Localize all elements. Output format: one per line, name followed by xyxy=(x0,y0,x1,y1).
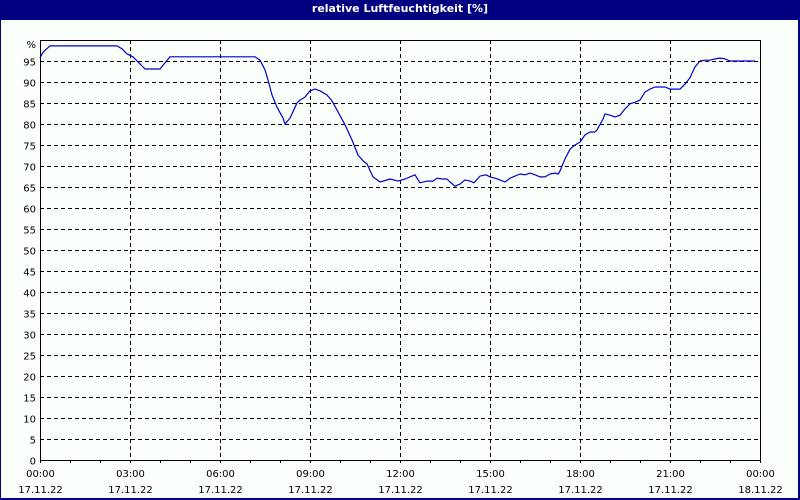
x-tick-date: 17.11.22 xyxy=(288,485,333,496)
x-tick-time: 21:00 xyxy=(656,469,685,480)
axes xyxy=(40,40,761,463)
x-tick-date: 17.11.22 xyxy=(468,485,513,496)
y-axis-labels: 0 5 10 15 20 25 30 35 40 45 50 55 60 65 70 75 80 85 90 95% xyxy=(23,40,36,468)
x-tick-time: 00:00 xyxy=(26,469,55,480)
y-tick-label: 40 xyxy=(23,289,36,300)
y-tick-label: 70 xyxy=(23,163,36,174)
y-tick-label: 20 xyxy=(23,373,36,384)
x-tick-date: 17.11.22 xyxy=(648,485,693,496)
x-tick-date: 17.11.22 xyxy=(378,485,423,496)
x-tick-time: 03:00 xyxy=(116,469,145,480)
y-tick-label: 25 xyxy=(23,352,36,363)
x-tick-date: 17.11.22 xyxy=(558,485,603,496)
x-axis-labels: 00:00 17.11.22 03:00 17.11.22 06:00 17.11.22 0… xyxy=(18,469,783,496)
y-tick-label: 95 xyxy=(23,58,36,69)
y-tick-label: 80 xyxy=(23,121,36,132)
y-tick-label: 60 xyxy=(23,205,36,216)
y-tick-label: 5 xyxy=(30,436,36,447)
x-tick-time: 00:00 xyxy=(746,469,775,480)
x-tick-time: 06:00 xyxy=(206,469,235,480)
y-tick-label: 50 xyxy=(23,247,36,258)
y-tick-label: 35 xyxy=(23,310,36,321)
x-tick-time: 12:00 xyxy=(386,469,415,480)
y-tick-label: 55 xyxy=(23,226,36,237)
x-tick-time: 18:00 xyxy=(566,469,595,480)
y-tick-label: 65 xyxy=(23,184,36,195)
chart-title: relative Luftfeuchtigkeit [%] xyxy=(0,0,800,20)
humidity-line xyxy=(39,45,755,187)
x-tick-date: 17.11.22 xyxy=(198,485,243,496)
x-tick-date: 17.11.22 xyxy=(108,485,153,496)
y-tick-label: 0 xyxy=(30,457,36,468)
x-tick-time: 15:00 xyxy=(476,469,505,480)
x-tick-time: 09:00 xyxy=(296,469,325,480)
y-tick-label: 15 xyxy=(23,394,36,405)
y-tick-label: 85 xyxy=(23,100,36,111)
y-tick-label: 10 xyxy=(23,415,36,426)
y-tick-label: 45 xyxy=(23,268,36,279)
x-tick-date: 17.11.22 xyxy=(18,485,63,496)
y-tick-label: 75 xyxy=(23,142,36,153)
x-tick-date: 18.11.22 xyxy=(738,485,783,496)
grid-lines xyxy=(40,40,760,460)
y-unit-label: % xyxy=(26,40,36,51)
y-tick-label: 90 xyxy=(23,79,36,90)
y-tick-label: 30 xyxy=(23,331,36,342)
